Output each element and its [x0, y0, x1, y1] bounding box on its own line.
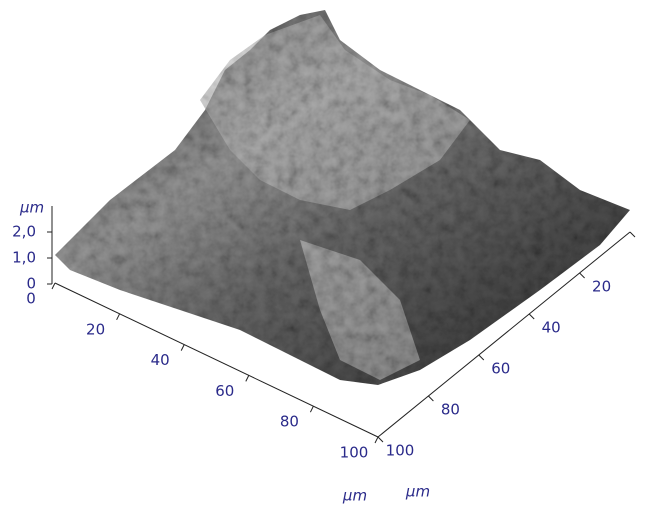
- tick-label: 60: [491, 360, 510, 378]
- chart: µm µm µm 02040608010002040608010001,02,0: [0, 0, 646, 507]
- x-axis-label: µm: [342, 487, 367, 505]
- tick-label: 100: [386, 442, 415, 460]
- tick-label: 80: [441, 401, 460, 419]
- tick-mark: [117, 314, 120, 320]
- tick-label: 40: [151, 351, 170, 369]
- tick-label: 80: [280, 413, 299, 431]
- y-axis-label: µm: [405, 483, 430, 501]
- tick-mark: [529, 314, 534, 319]
- tick-mark: [428, 396, 433, 401]
- tick-mark: [181, 345, 184, 351]
- tick-label: 0: [26, 275, 36, 293]
- tick-mark: [310, 406, 313, 412]
- z-axis-label: µm: [19, 199, 44, 217]
- tick-label: 60: [215, 382, 234, 400]
- tick-mark: [246, 375, 249, 381]
- tick-label: 20: [592, 278, 611, 296]
- tick-label: 100: [340, 444, 369, 462]
- tick-label: 2,0: [12, 223, 36, 241]
- tick-mark: [375, 437, 378, 443]
- tick-label: 40: [542, 319, 561, 337]
- tick-label: 20: [86, 320, 105, 338]
- tick-mark: [580, 273, 585, 278]
- tick-mark: [479, 355, 484, 360]
- tick-mark: [378, 437, 383, 442]
- tick-mark: [630, 232, 635, 237]
- tick-label: 1,0: [12, 249, 36, 267]
